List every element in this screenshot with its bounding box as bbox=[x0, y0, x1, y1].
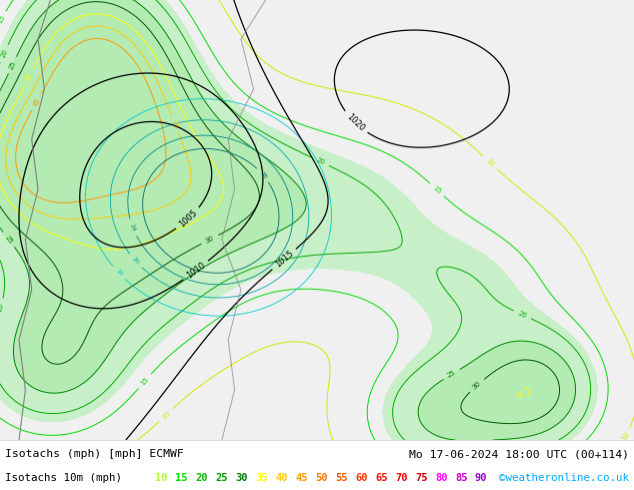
Text: 45: 45 bbox=[295, 472, 307, 483]
Text: 15: 15 bbox=[175, 472, 188, 483]
Text: 40: 40 bbox=[275, 472, 288, 483]
Text: 60: 60 bbox=[355, 472, 368, 483]
Text: 35: 35 bbox=[255, 472, 268, 483]
Text: 80: 80 bbox=[435, 472, 448, 483]
Text: Mo 17-06-2024 18:00 UTC (00+114): Mo 17-06-2024 18:00 UTC (00+114) bbox=[409, 449, 629, 459]
Text: 30: 30 bbox=[235, 472, 248, 483]
Text: 65: 65 bbox=[375, 472, 387, 483]
Text: Isotachs 10m (mph): Isotachs 10m (mph) bbox=[5, 472, 122, 483]
Text: 75: 75 bbox=[415, 472, 427, 483]
Text: 25: 25 bbox=[216, 472, 228, 483]
Text: ©weatheronline.co.uk: ©weatheronline.co.uk bbox=[499, 472, 629, 483]
Text: 55: 55 bbox=[335, 472, 347, 483]
Text: 85: 85 bbox=[455, 472, 467, 483]
Text: 20: 20 bbox=[195, 472, 208, 483]
Text: Isotachs (mph) [mph] ECMWF: Isotachs (mph) [mph] ECMWF bbox=[5, 449, 184, 459]
Text: 90: 90 bbox=[475, 472, 488, 483]
Text: 50: 50 bbox=[315, 472, 328, 483]
Text: 70: 70 bbox=[395, 472, 408, 483]
Text: 10: 10 bbox=[155, 472, 168, 483]
